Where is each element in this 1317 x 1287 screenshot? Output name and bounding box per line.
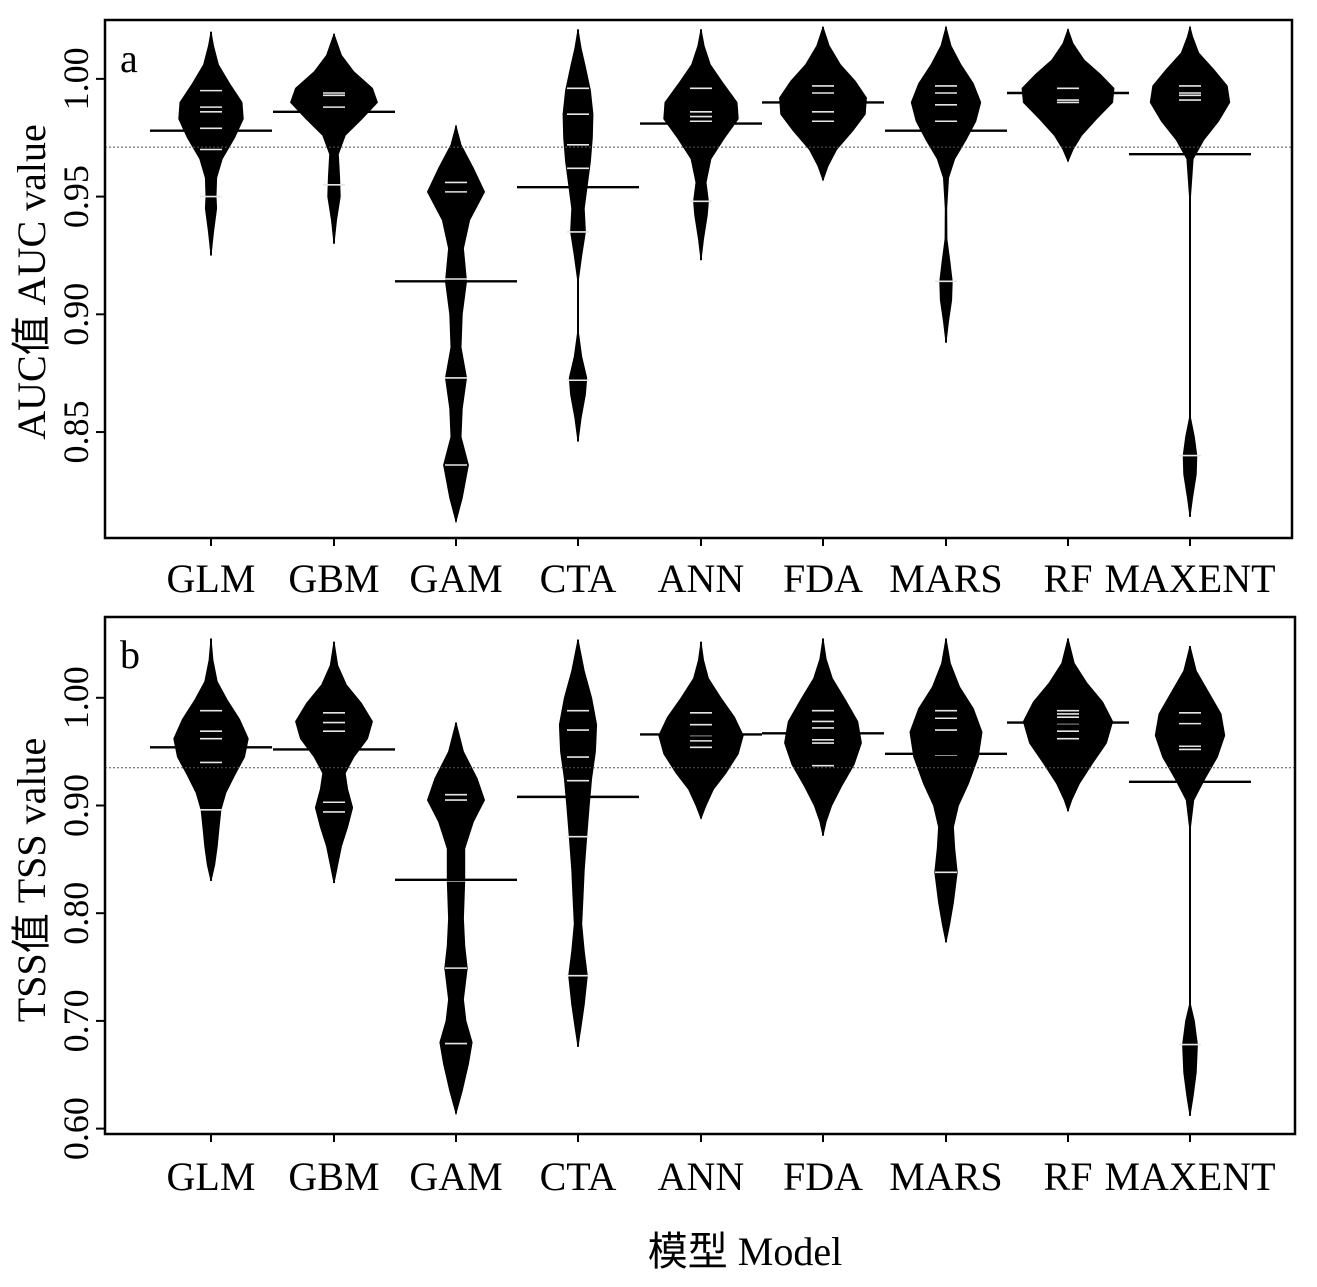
y-tick-label-2: 0.80 — [56, 882, 96, 945]
y-axis-title: TSS值 TSS value — [9, 738, 54, 1022]
violin-gbm — [290, 32, 378, 244]
category-label-gbm: GBM — [288, 556, 379, 601]
category-label-maxent: MAXENT — [1104, 556, 1275, 601]
category-label-gam: GAM — [409, 556, 502, 601]
category-label-glm: GLM — [167, 1154, 256, 1199]
plot-frame — [103, 18, 1294, 540]
violin-ann — [663, 29, 739, 261]
category-label-ann: ANN — [658, 1154, 745, 1199]
violin-maxent — [1154, 645, 1226, 1116]
violin-mars — [909, 638, 983, 943]
category-label-cta: CTA — [540, 1154, 617, 1199]
y-tick-label-1: 0.95 — [56, 165, 96, 228]
category-label-mars: MARS — [889, 556, 1002, 601]
y-tick-label-0: 1.00 — [56, 47, 96, 110]
violin-cta — [562, 29, 594, 442]
category-label-gbm: GBM — [288, 1154, 379, 1199]
violin-gam — [426, 124, 486, 524]
panel-label: a — [120, 36, 138, 81]
category-label-cta: CTA — [540, 556, 617, 601]
violin-glm — [178, 31, 244, 256]
violin-rf — [1021, 27, 1115, 163]
category-label-glm: GLM — [167, 556, 256, 601]
y-tick-label-3: 0.85 — [56, 401, 96, 464]
violin-ann — [658, 641, 744, 820]
category-label-fda: FDA — [783, 556, 863, 601]
category-label-fda: FDA — [783, 1154, 863, 1199]
panel-auc: GLM GBM GAM CTA ANN FDA MARS RF MAXENT 1.00 0.95 0.… — [9, 18, 1294, 601]
violin-glm — [173, 638, 249, 882]
category-label-rf: RF — [1044, 1154, 1093, 1199]
violin-maxent — [1149, 25, 1231, 517]
panel-label: b — [120, 632, 140, 677]
y-tick-label-2: 0.90 — [56, 283, 96, 346]
y-tick-label-3: 0.70 — [56, 989, 96, 1052]
violin-mars — [910, 25, 982, 343]
panel-tss: GLM GBM GAM CTA ANN FDA MARS RF MAXENT 1.00 0.90 0.… — [9, 615, 1297, 1199]
category-label-mars: MARS — [889, 1154, 1002, 1199]
violin-gbm — [295, 641, 373, 884]
y-axis-title: AUC值 AUC value — [9, 124, 54, 440]
violin-gam — [426, 722, 486, 1116]
violin-fda — [784, 638, 862, 836]
y-tick-label-0: 1.00 — [56, 666, 96, 729]
figure-xlabel: 模型 Model — [648, 1229, 842, 1274]
category-label-maxent: MAXENT — [1104, 1154, 1275, 1199]
violin-cta — [558, 639, 598, 1047]
category-label-ann: ANN — [658, 556, 745, 601]
violin-rf — [1022, 638, 1114, 813]
y-tick-label-4: 0.60 — [56, 1097, 96, 1160]
category-label-rf: RF — [1044, 556, 1093, 601]
y-tick-label-1: 0.90 — [56, 774, 96, 837]
category-label-gam: GAM — [409, 1154, 502, 1199]
